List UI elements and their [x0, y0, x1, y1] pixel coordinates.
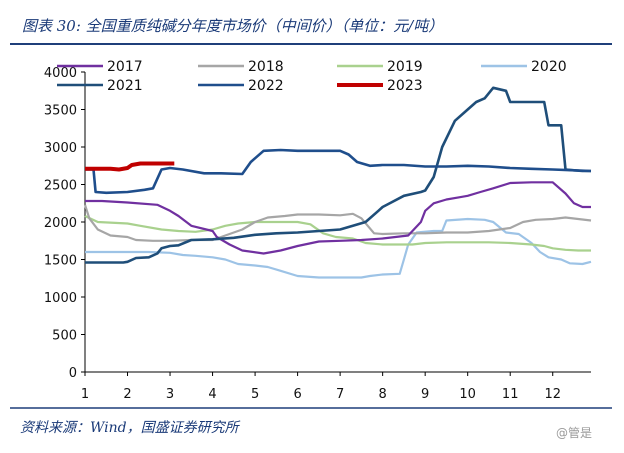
- x-tick-label: 10: [459, 387, 476, 402]
- series-line-2023: [85, 161, 175, 172]
- x-tick-label: 11: [502, 387, 519, 402]
- y-tick-label: 0: [69, 366, 77, 381]
- x-tick-label: 2: [123, 387, 131, 402]
- x-tick-label: 7: [336, 387, 344, 402]
- series-line-2018: [83, 204, 592, 242]
- y-tick-label: 3000: [44, 141, 77, 156]
- series-line-2017: [85, 181, 591, 255]
- x-tick-label: 5: [251, 387, 259, 402]
- legend-label-2023: 2023: [387, 78, 423, 94]
- series-line-2022: [85, 148, 592, 195]
- x-tick-label: 8: [379, 387, 387, 402]
- x-tick-label: 6: [293, 387, 301, 402]
- series-line-2020: [85, 217, 592, 279]
- legend-label-2020: 2020: [531, 59, 567, 75]
- y-tick-label: 1500: [44, 254, 77, 269]
- series-line-2019: [84, 215, 591, 252]
- y-tick-label: 2000: [44, 216, 77, 231]
- legend-label-2019: 2019: [387, 59, 423, 75]
- chart-title: 图表 30: 全国重质纯碱分年度市场价（中间价）（单位：元/吨）: [22, 17, 443, 35]
- watermark: @管是: [556, 425, 592, 440]
- y-tick-label: 4000: [44, 66, 77, 81]
- legend-label-2018: 2018: [248, 59, 284, 75]
- x-tick-label: 3: [166, 387, 174, 402]
- y-tick-label: 500: [52, 329, 77, 344]
- legend-label-2021: 2021: [107, 78, 143, 94]
- legend-label-2022: 2022: [248, 78, 284, 94]
- x-tick-label: 1: [81, 387, 89, 402]
- series-line-2021: [85, 86, 591, 264]
- x-tick-label: 12: [544, 387, 561, 402]
- source-note: 资料来源：Wind，国盛证券研究所: [20, 420, 241, 436]
- y-tick-label: 1000: [44, 291, 77, 306]
- y-tick-label: 3500: [44, 104, 77, 119]
- y-tick-label: 2500: [44, 179, 77, 194]
- x-tick-label: 4: [208, 387, 216, 402]
- x-tick-label: 9: [421, 387, 429, 402]
- legend-label-2017: 2017: [107, 59, 143, 75]
